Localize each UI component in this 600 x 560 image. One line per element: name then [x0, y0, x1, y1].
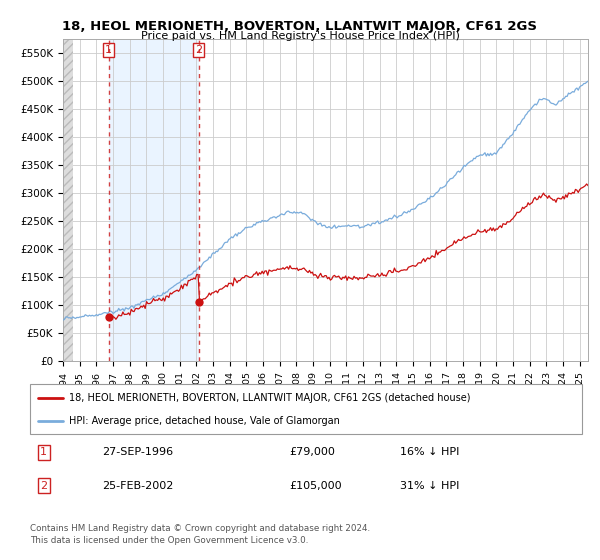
Text: £105,000: £105,000 — [289, 480, 342, 491]
Text: HPI: Average price, detached house, Vale of Glamorgan: HPI: Average price, detached house, Vale… — [68, 417, 340, 426]
Text: 31% ↓ HPI: 31% ↓ HPI — [400, 480, 459, 491]
Text: Price paid vs. HM Land Registry's House Price Index (HPI): Price paid vs. HM Land Registry's House … — [140, 31, 460, 41]
Text: 2: 2 — [40, 480, 47, 491]
Text: 16% ↓ HPI: 16% ↓ HPI — [400, 447, 459, 458]
Bar — [109, 39, 199, 361]
Text: 27-SEP-1996: 27-SEP-1996 — [102, 447, 173, 458]
Text: 2: 2 — [195, 45, 202, 55]
Text: 1: 1 — [105, 45, 112, 55]
Text: Contains HM Land Registry data © Crown copyright and database right 2024.
This d: Contains HM Land Registry data © Crown c… — [30, 524, 370, 545]
Text: 18, HEOL MERIONETH, BOVERTON, LLANTWIT MAJOR, CF61 2GS: 18, HEOL MERIONETH, BOVERTON, LLANTWIT M… — [62, 20, 538, 32]
Text: 25-FEB-2002: 25-FEB-2002 — [102, 480, 173, 491]
Text: 1: 1 — [40, 447, 47, 458]
FancyBboxPatch shape — [30, 384, 582, 434]
Text: 18, HEOL MERIONETH, BOVERTON, LLANTWIT MAJOR, CF61 2GS (detached house): 18, HEOL MERIONETH, BOVERTON, LLANTWIT M… — [68, 393, 470, 403]
Text: £79,000: £79,000 — [289, 447, 335, 458]
Bar — [63, 39, 73, 361]
